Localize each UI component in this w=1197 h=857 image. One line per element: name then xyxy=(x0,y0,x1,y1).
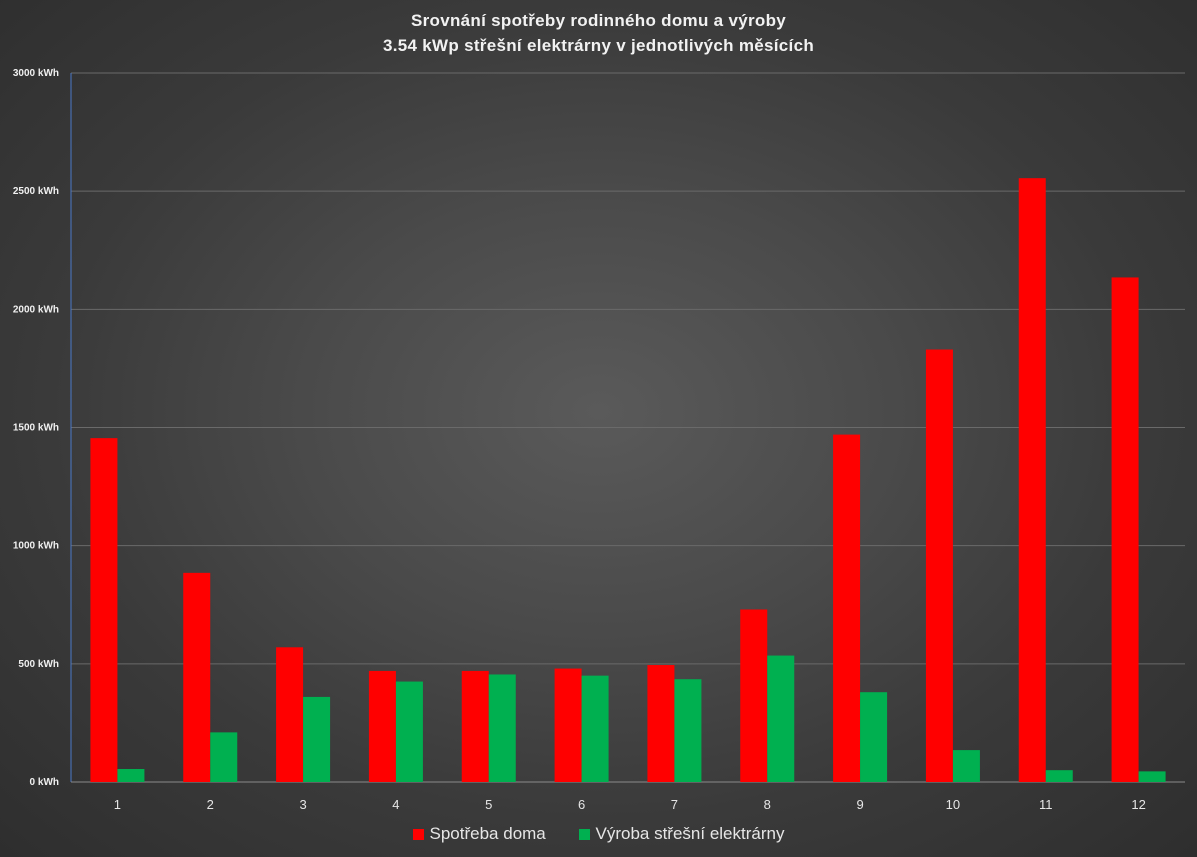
bar-production-5 xyxy=(488,674,516,782)
bar-production-1 xyxy=(117,769,145,782)
bar-production-10 xyxy=(952,750,980,782)
x-tick-label: 12 xyxy=(1131,797,1145,812)
bar-consumption-1 xyxy=(90,438,118,782)
y-tick-label: 3000 kWh xyxy=(13,68,59,79)
bar-consumption-7 xyxy=(647,665,675,782)
legend-swatch-production xyxy=(578,828,590,840)
bar-production-2 xyxy=(210,732,238,782)
bar-consumption-2 xyxy=(183,572,211,782)
x-tick-label: 9 xyxy=(856,797,863,812)
bar-production-9 xyxy=(860,692,888,782)
x-tick-label: 6 xyxy=(578,797,585,812)
bar-consumption-10 xyxy=(925,349,953,782)
x-tick-label: 7 xyxy=(671,797,678,812)
bar-production-12 xyxy=(1138,771,1166,782)
x-tick-label: 4 xyxy=(392,797,399,812)
chart-title: Srovnání spotřeby rodinného domu a výrob… xyxy=(410,11,787,30)
y-tick-label: 0 kWh xyxy=(30,777,59,788)
bar-production-11 xyxy=(1045,770,1073,782)
y-tick-label: 1000 kWh xyxy=(13,541,59,552)
bar-production-3 xyxy=(303,696,331,782)
bars xyxy=(90,178,1166,782)
y-tick-label: 2000 kWh xyxy=(13,304,59,315)
bar-consumption-5 xyxy=(461,670,489,782)
legend-swatch-consumption xyxy=(412,828,424,840)
x-tick-label: 10 xyxy=(946,797,960,812)
bar-production-6 xyxy=(581,675,609,782)
bar-production-7 xyxy=(674,679,702,782)
bar-consumption-8 xyxy=(740,609,768,782)
x-tick-label: 1 xyxy=(114,797,121,812)
bar-consumption-9 xyxy=(833,434,861,782)
legend-item-consumption: Spotřeba doma xyxy=(412,824,546,844)
legend-label-production: Výroba střešní elektrárny xyxy=(595,824,785,843)
x-tick-label: 3 xyxy=(299,797,306,812)
chart-subtitle: 3.54 kWp střešní elektrárny v jednotlivý… xyxy=(382,36,815,55)
bar-consumption-3 xyxy=(276,647,304,782)
bar-production-4 xyxy=(395,681,423,782)
y-tick-label: 500 kWh xyxy=(18,659,59,670)
grid-lines xyxy=(71,72,1185,665)
bar-production-8 xyxy=(767,655,795,782)
y-tick-label: 2500 kWh xyxy=(13,186,59,197)
tick-labels: 0 kWh 500 kWh 1000 kWh 1500 kWh 2000 kWh 2500… xyxy=(13,68,1146,812)
legend: Spotřeba doma Výroba střešní elektrárny xyxy=(0,824,1197,845)
x-tick-label: 11 xyxy=(1039,797,1053,812)
x-tick-label: 5 xyxy=(485,797,492,812)
bar-consumption-6 xyxy=(554,668,582,782)
axes xyxy=(70,73,1185,783)
x-tick-label: 2 xyxy=(207,797,214,812)
y-tick-label: 1500 kWh xyxy=(13,423,59,434)
x-tick-label: 8 xyxy=(764,797,771,812)
legend-item-production: Výroba střešní elektrárny xyxy=(578,824,785,844)
chart-title-block: Srovnání spotřeby rodinného domu a výrob… xyxy=(0,8,1197,58)
legend-label-consumption: Spotřeba doma xyxy=(429,824,546,843)
bar-consumption-11 xyxy=(1018,178,1046,782)
bar-consumption-4 xyxy=(368,670,396,782)
bar-consumption-12 xyxy=(1111,277,1139,782)
